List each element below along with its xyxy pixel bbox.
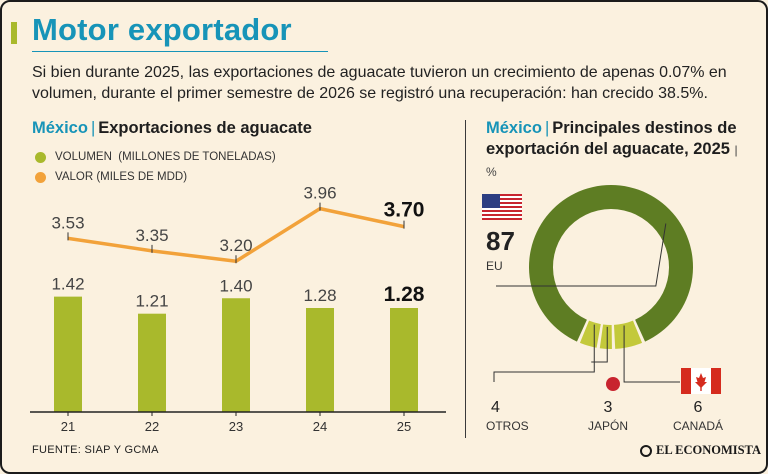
page-title: Motor exportador (32, 12, 292, 47)
donut-value-otros: 4 (491, 399, 500, 416)
leader-line-otros (493, 324, 595, 382)
source-note: FUENTE: SIAP Y GCMA (32, 444, 159, 456)
right-section-title: México | Principales destinos de exportaci… (486, 118, 746, 183)
donut-label-eu: EU (486, 259, 503, 273)
volume-bar-22 (138, 313, 166, 412)
donut-slice-eu (529, 185, 693, 342)
title-rule (32, 51, 328, 52)
japan-flag-icon (606, 377, 620, 391)
right-section-heading: Principales destinos de exportación del … (486, 119, 737, 158)
newspaper-logo-icon (640, 444, 652, 457)
legend-valor-label: VALOR (MILES DE MDD) (55, 171, 188, 183)
value-label-23: 3.20 (219, 236, 252, 255)
exports-chart: 1.42 1.21 1.40 1.28 1.28 21 22 23 24 25 3.53 3.35 3.… (30, 184, 446, 434)
brand-logo: EL ECONOMISTA (640, 443, 761, 458)
x-tick-label-25: 25 (397, 419, 411, 434)
volume-label-24: 1.28 (303, 286, 336, 305)
left-section-heading: Exportaciones de aguacate (98, 119, 312, 137)
brand-name: EL ECONOMISTA (656, 443, 761, 457)
title-accent-bar (11, 22, 17, 44)
volume-bar-23 (222, 298, 250, 412)
leader-line-eu (496, 223, 667, 287)
volume-label-21: 1.42 (51, 275, 84, 294)
volume-label-22: 1.21 (135, 292, 168, 311)
donut-label-otros: OTROS (486, 419, 529, 433)
legend-volumen: VOLUMEN (MILLONES DE TONELADAS) (35, 151, 276, 163)
section-divider (465, 120, 466, 438)
donut-slice-japón (599, 324, 612, 349)
x-tick-label-21: 21 (61, 419, 75, 434)
right-section-country: México (486, 119, 542, 137)
leader-line-japon (591, 326, 608, 363)
destinations-donut-chart: 87 EU 6 CANADÁ 3 JAPÓN 4 OTROS (486, 185, 723, 433)
volume-label-25: 1.28 (384, 283, 425, 306)
volume-bar-24 (306, 308, 334, 412)
right-section-separator: | (544, 119, 550, 137)
x-tick-label-23: 23 (229, 419, 243, 434)
x-tick-label-24: 24 (313, 419, 327, 434)
left-section-country: México (32, 119, 88, 137)
left-section-title: México | Exportaciones de aguacate (32, 118, 312, 139)
donut-slice-canadá (613, 320, 643, 349)
right-section-unit-separator: | (734, 143, 738, 157)
leader-line-canada (623, 325, 680, 383)
donut-slice-otros (579, 320, 601, 348)
legend-valor: VALOR (MILES DE MDD) (35, 171, 187, 183)
volume-bar-25 (390, 308, 418, 412)
volume-label-23: 1.40 (219, 276, 252, 295)
x-tick-label-22: 22 (145, 419, 159, 434)
donut-value-eu: 87 (486, 226, 515, 256)
donut-label-canada: CANADÁ (673, 418, 723, 433)
legend-volumen-swatch (35, 151, 46, 163)
value-label-24: 3.96 (303, 184, 336, 203)
legend-volumen-label: VOLUMEN (MILLONES DE TONELADAS) (55, 151, 276, 163)
right-section-unit: % (486, 165, 497, 179)
value-label-21: 3.53 (51, 213, 84, 232)
volume-bar-21 (54, 296, 82, 412)
legend-valor-swatch (35, 171, 46, 183)
value-label-25: 3.70 (384, 199, 425, 222)
value-label-22: 3.35 (135, 226, 168, 245)
canada-flag-icon (681, 368, 721, 394)
donut-value-canada: 6 (694, 399, 703, 416)
left-section-separator: | (90, 119, 96, 137)
donut-value-japon: 3 (604, 399, 613, 416)
page-subtitle: Si bien durante 2025, las exportaciones … (32, 64, 727, 102)
usa-flag-icon (482, 194, 522, 220)
donut-label-japon: JAPÓN (588, 418, 628, 433)
